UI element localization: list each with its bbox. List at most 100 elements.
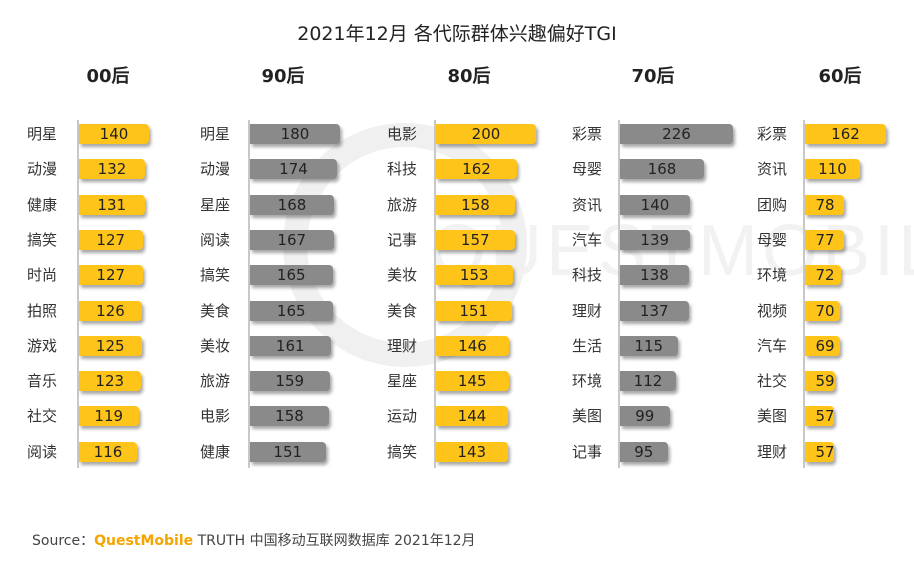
bar [805, 441, 834, 462]
bar [805, 124, 886, 144]
bar [436, 159, 517, 180]
bar [250, 229, 334, 250]
bar-value-label: 139 [640, 230, 670, 249]
bar-value-label: 116 [93, 442, 123, 461]
bar [620, 300, 689, 321]
bar-value-label: 123 [95, 372, 125, 391]
bar [436, 406, 508, 427]
bar-value-label: 144 [457, 407, 487, 426]
bar [805, 265, 841, 286]
bar-value-label: 145 [457, 372, 487, 391]
group-label-80后: 80后 [447, 66, 491, 87]
bar [620, 406, 670, 427]
axis-line [77, 120, 79, 468]
bar-value-label: 162 [831, 125, 860, 143]
source-suffix: TRUTH 中国移动互联网数据库 2021年12月 [193, 533, 476, 549]
bar [436, 335, 509, 356]
bar [436, 229, 515, 250]
category-label: 动漫 [27, 160, 58, 179]
bar-value-label: 165 [276, 266, 306, 285]
bar [620, 371, 676, 392]
bar-value-label: 115 [634, 336, 664, 355]
bar-value-label: 69 [815, 336, 835, 355]
category-label: 搞笑 [200, 266, 231, 285]
bar-value-label: 95 [634, 442, 654, 461]
category-label: 健康 [200, 442, 231, 461]
category-label: 社交 [27, 407, 58, 426]
bar-value-label: 137 [639, 301, 669, 320]
bar [250, 371, 330, 392]
bar-value-label: 72 [815, 266, 835, 285]
bar-value-label: 138 [640, 266, 669, 285]
bar-value-label: 168 [647, 160, 677, 179]
bar-value-label: 125 [95, 336, 125, 355]
category-label: 明星 [27, 125, 58, 143]
bar-value-label: 57 [815, 442, 835, 461]
category-label: 记事 [572, 442, 603, 461]
group-label-60后: 60后 [818, 66, 862, 87]
category-label: 彩票 [572, 125, 603, 143]
bar-value-label: 57 [815, 407, 835, 426]
bar-value-label: 158 [461, 195, 490, 214]
bar [805, 194, 844, 215]
category-label: 环境 [572, 372, 603, 391]
bar-value-label: 140 [640, 195, 670, 214]
bar-value-label: 119 [94, 407, 124, 426]
bar [805, 300, 840, 321]
group-label-90后: 90后 [261, 66, 305, 87]
category-label: 星座 [200, 195, 231, 214]
category-label: 理财 [387, 336, 418, 355]
category-label: 环境 [757, 266, 788, 285]
category-label: 美食 [200, 301, 231, 320]
bar [79, 335, 142, 356]
bar [79, 300, 142, 321]
category-label: 明星 [200, 125, 231, 143]
category-label: 母婴 [572, 160, 603, 179]
category-label: 资讯 [757, 160, 788, 179]
category-label: 科技 [572, 266, 603, 285]
bar [79, 371, 141, 392]
bar [620, 194, 690, 215]
category-label: 生活 [572, 336, 603, 355]
bar [79, 124, 149, 144]
bar-value-label: 126 [96, 301, 125, 320]
category-label: 团购 [757, 195, 788, 214]
bar-value-label: 153 [459, 266, 489, 285]
bar [250, 265, 333, 286]
category-label: 理财 [757, 442, 788, 461]
bar-value-label: 162 [462, 160, 491, 179]
category-label: 母婴 [757, 230, 788, 249]
category-label: 音乐 [27, 372, 58, 391]
bar-value-label: 112 [633, 372, 663, 391]
bar [620, 265, 689, 286]
bar-value-label: 168 [277, 195, 307, 214]
category-label: 资讯 [572, 195, 603, 214]
category-label: 旅游 [387, 195, 418, 214]
bar [436, 300, 512, 321]
bar-value-label: 151 [273, 442, 303, 461]
source-note: Source：QuestMobile TRUTH 中国移动互联网数据库 2021… [32, 530, 476, 550]
bar-value-label: 140 [99, 125, 129, 143]
bar-value-label: 157 [460, 230, 490, 249]
category-label: 健康 [27, 195, 58, 214]
bar [620, 159, 704, 180]
category-label: 拍照 [27, 301, 58, 320]
bar [436, 371, 509, 392]
category-label: 社交 [757, 372, 788, 391]
category-label: 电影 [387, 125, 418, 143]
source-prefix: Source： [32, 533, 95, 549]
bar-value-label: 127 [96, 266, 126, 285]
category-label: 彩票 [757, 125, 788, 143]
group-label-00后: 00后 [86, 66, 130, 87]
category-label: 科技 [387, 160, 418, 179]
source-brand: QuestMobile [94, 533, 194, 549]
bar [79, 441, 137, 462]
bar-value-label: 143 [457, 442, 487, 461]
bar-value-label: 180 [280, 125, 310, 143]
category-label: 汽车 [572, 230, 603, 249]
bar [250, 300, 333, 321]
category-label: 动漫 [200, 160, 231, 179]
bar [620, 124, 733, 144]
bar-value-label: 78 [815, 195, 835, 214]
